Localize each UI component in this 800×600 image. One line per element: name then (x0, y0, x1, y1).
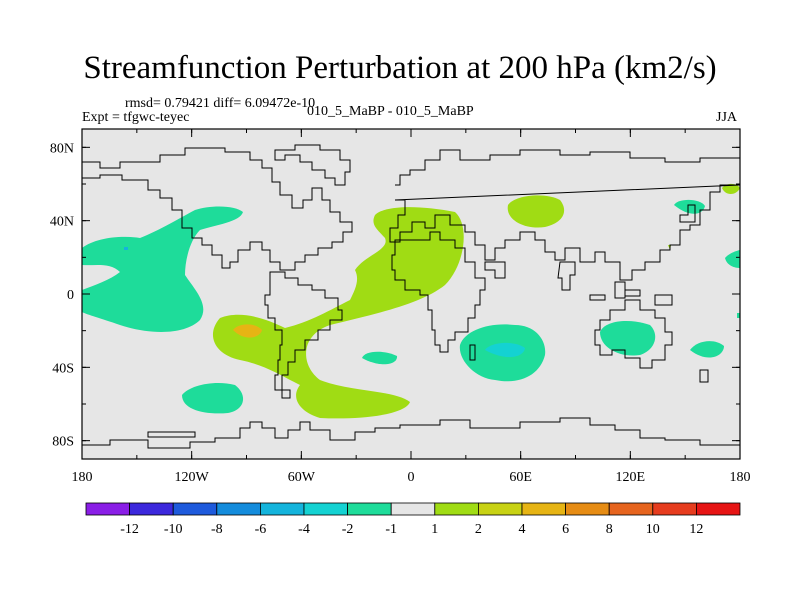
y-tick-label: 80N (50, 141, 74, 156)
contour-negative-edge-sliver (737, 313, 740, 318)
coastline-north-america (82, 147, 353, 271)
colorbar-label: 1 (431, 522, 438, 537)
coastline-australia (594, 299, 673, 369)
coastline-india-se-asia (557, 261, 626, 299)
experiment-label: Expt = tfgwc-teyec (82, 110, 190, 125)
colorbar-box (347, 502, 392, 516)
colorbar-label: -4 (298, 522, 310, 537)
y-tick-label: 40S (52, 361, 74, 376)
axis-ticks: 180 120W 60W 0 60E 120E 180 80N 40N 0 40S 80S (50, 129, 751, 485)
coastline-japan-nz (679, 204, 709, 383)
x-tick-label: 60W (288, 470, 316, 485)
colorbar-label: -2 (342, 522, 354, 537)
x-tick-label: 180 (730, 470, 751, 485)
coastline-ross-shelf (147, 431, 196, 438)
colorbar-box (477, 502, 523, 516)
colorbar-label: 6 (562, 522, 569, 537)
x-tick-label: 120E (616, 470, 646, 485)
contour-negative-indian-core (485, 342, 525, 358)
y-tick-label: 80S (52, 435, 74, 450)
colorbar-box (216, 502, 261, 516)
coastline-antarctica (82, 417, 740, 449)
coastline-south-america (264, 271, 343, 399)
season-label: JJA (716, 110, 738, 125)
colorbar-box (696, 502, 741, 516)
contour-negative-australia (600, 320, 656, 356)
colorbar-box (85, 502, 130, 516)
colorbar-label: -10 (164, 522, 183, 537)
contour-negative-speck (124, 247, 128, 250)
y-tick-label: 0 (67, 288, 74, 303)
contour-positive-africa (507, 195, 565, 228)
stats-label: rmsd= 0.79421 diff= 6.09472e-10 (125, 96, 316, 111)
contour-negative-south-pacific (182, 383, 244, 414)
colorbar-label: -8 (211, 522, 223, 537)
colorbar-box (652, 502, 697, 516)
x-tick-label: 120W (175, 470, 210, 485)
contour-negative-north-pacific (82, 206, 243, 332)
contour-positive-peak (233, 324, 262, 338)
colorbar-box (521, 502, 566, 516)
contour-negative-east-edge (725, 250, 740, 268)
coastlines (82, 144, 740, 449)
x-tick-label: 180 (72, 470, 93, 485)
colorbar-box (129, 502, 174, 516)
x-tick-label: 60E (509, 470, 532, 485)
coastline-arabia-madagascar (469, 261, 506, 361)
contour-positive-pacific-ne (722, 183, 740, 195)
colorbar-label: 4 (519, 522, 526, 537)
contour-positive-atlantic (212, 207, 464, 419)
y-tick-label: 40N (50, 215, 74, 230)
coastline-eurasia (389, 149, 740, 281)
colorbar-label: 10 (646, 522, 660, 537)
comparison-label: 010_5_MaBP - 010_5_MaBP (307, 104, 474, 119)
colorbar-box (172, 502, 218, 516)
colorbar-label: -12 (120, 522, 139, 537)
colorbar-label: 8 (606, 522, 613, 537)
colorbar-label: 12 (689, 522, 703, 537)
contour-negative-small (362, 351, 398, 365)
colorbar-box (434, 502, 479, 516)
coastline-africa (391, 231, 486, 353)
chart-title: Streamfunction Perturbation at 200 hPa (… (83, 50, 717, 86)
colorbar-box (259, 502, 305, 516)
coastline-indonesia (589, 289, 673, 306)
colorbar-label: -1 (385, 522, 397, 537)
coastline-greenland (274, 144, 351, 186)
colorbar-label: -6 (255, 522, 267, 537)
colorbar: -12 -10 -8 -6 -4 -2 -1 1 2 4 6 8 10 12 (85, 502, 741, 537)
colorbar-label: 2 (475, 522, 482, 537)
contour-negative-west-pacific (674, 199, 705, 214)
contour-negative-tasman (690, 341, 724, 358)
colorbar-box (565, 502, 610, 516)
contour-fills (82, 183, 740, 419)
colorbar-box (390, 502, 436, 516)
colorbar-box (303, 502, 348, 516)
colorbar-box (608, 502, 654, 516)
x-tick-label: 0 (408, 470, 415, 485)
